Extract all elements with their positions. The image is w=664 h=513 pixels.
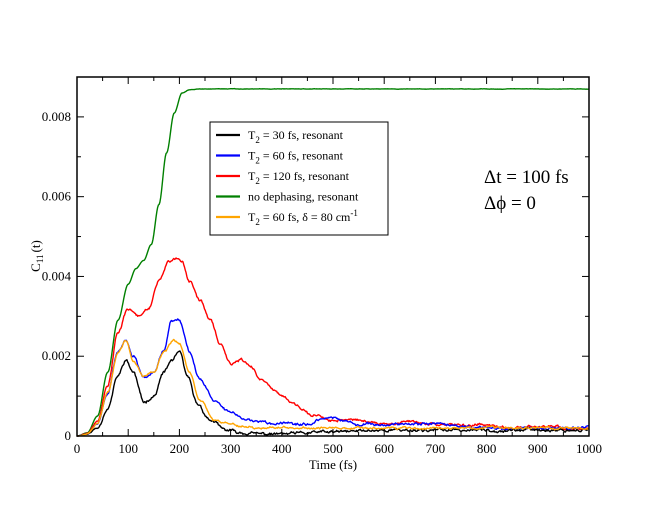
- y-tick-label: 0.002: [42, 348, 71, 363]
- series-line-1: [76, 318, 589, 437]
- series-layer: [76, 87, 590, 437]
- x-tick-label: 500: [323, 441, 343, 456]
- x-axis-label: Time (fs): [309, 457, 357, 472]
- x-tick-label: 200: [170, 441, 190, 456]
- legend-label-4: T2 = 60 fs, δ = 80 cm-1: [248, 208, 358, 227]
- legend-label-2: T2 = 120 fs, resonant: [248, 169, 350, 186]
- series-line-4: [76, 338, 590, 437]
- y-axis-label-sub: 11: [35, 254, 45, 263]
- x-tick-label: 100: [118, 441, 138, 456]
- y-tick-label: 0.008: [42, 109, 71, 124]
- axis-tick-labels: 0 100 200 300 400 500 600 700 800 900 1000 0 0.002 0.…: [42, 109, 602, 456]
- y-tick-label: 0: [65, 428, 72, 443]
- annotation-delta-t: Δt = 100 fs: [484, 167, 569, 188]
- x-tick-label: 900: [528, 441, 548, 456]
- y-tick-label: 0.006: [42, 189, 72, 204]
- series-line-0: [77, 350, 589, 437]
- x-tick-label: 300: [221, 441, 241, 456]
- y-axis-label: C11 (t): [28, 240, 45, 272]
- y-axis-label-base: C: [28, 263, 43, 272]
- x-tick-label: 800: [477, 441, 497, 456]
- x-tick-label: 1000: [576, 441, 602, 456]
- x-tick-label: 0: [74, 441, 81, 456]
- x-tick-label: 600: [374, 441, 394, 456]
- y-tick-label: 0.004: [42, 268, 72, 283]
- series-line-2: [76, 257, 589, 437]
- y-axis-label-tail: (t): [28, 240, 43, 252]
- axis-ticks: [76, 77, 590, 437]
- x-tick-label: 400: [272, 441, 292, 456]
- annotation-delta-phi: Δϕ = 0: [484, 193, 536, 214]
- series-line-3: [76, 87, 589, 437]
- x-tick-label: 700: [426, 441, 446, 456]
- legend: T2 = 30 fs, resonant T2 = 60 fs, resonant…: [209, 121, 389, 236]
- legend-label-3: no dephasing, resonant: [248, 190, 359, 204]
- legend-label-1: T2 = 60 fs, resonant: [248, 149, 344, 166]
- legend-label-0: T2 = 30 fs, resonant: [248, 128, 344, 145]
